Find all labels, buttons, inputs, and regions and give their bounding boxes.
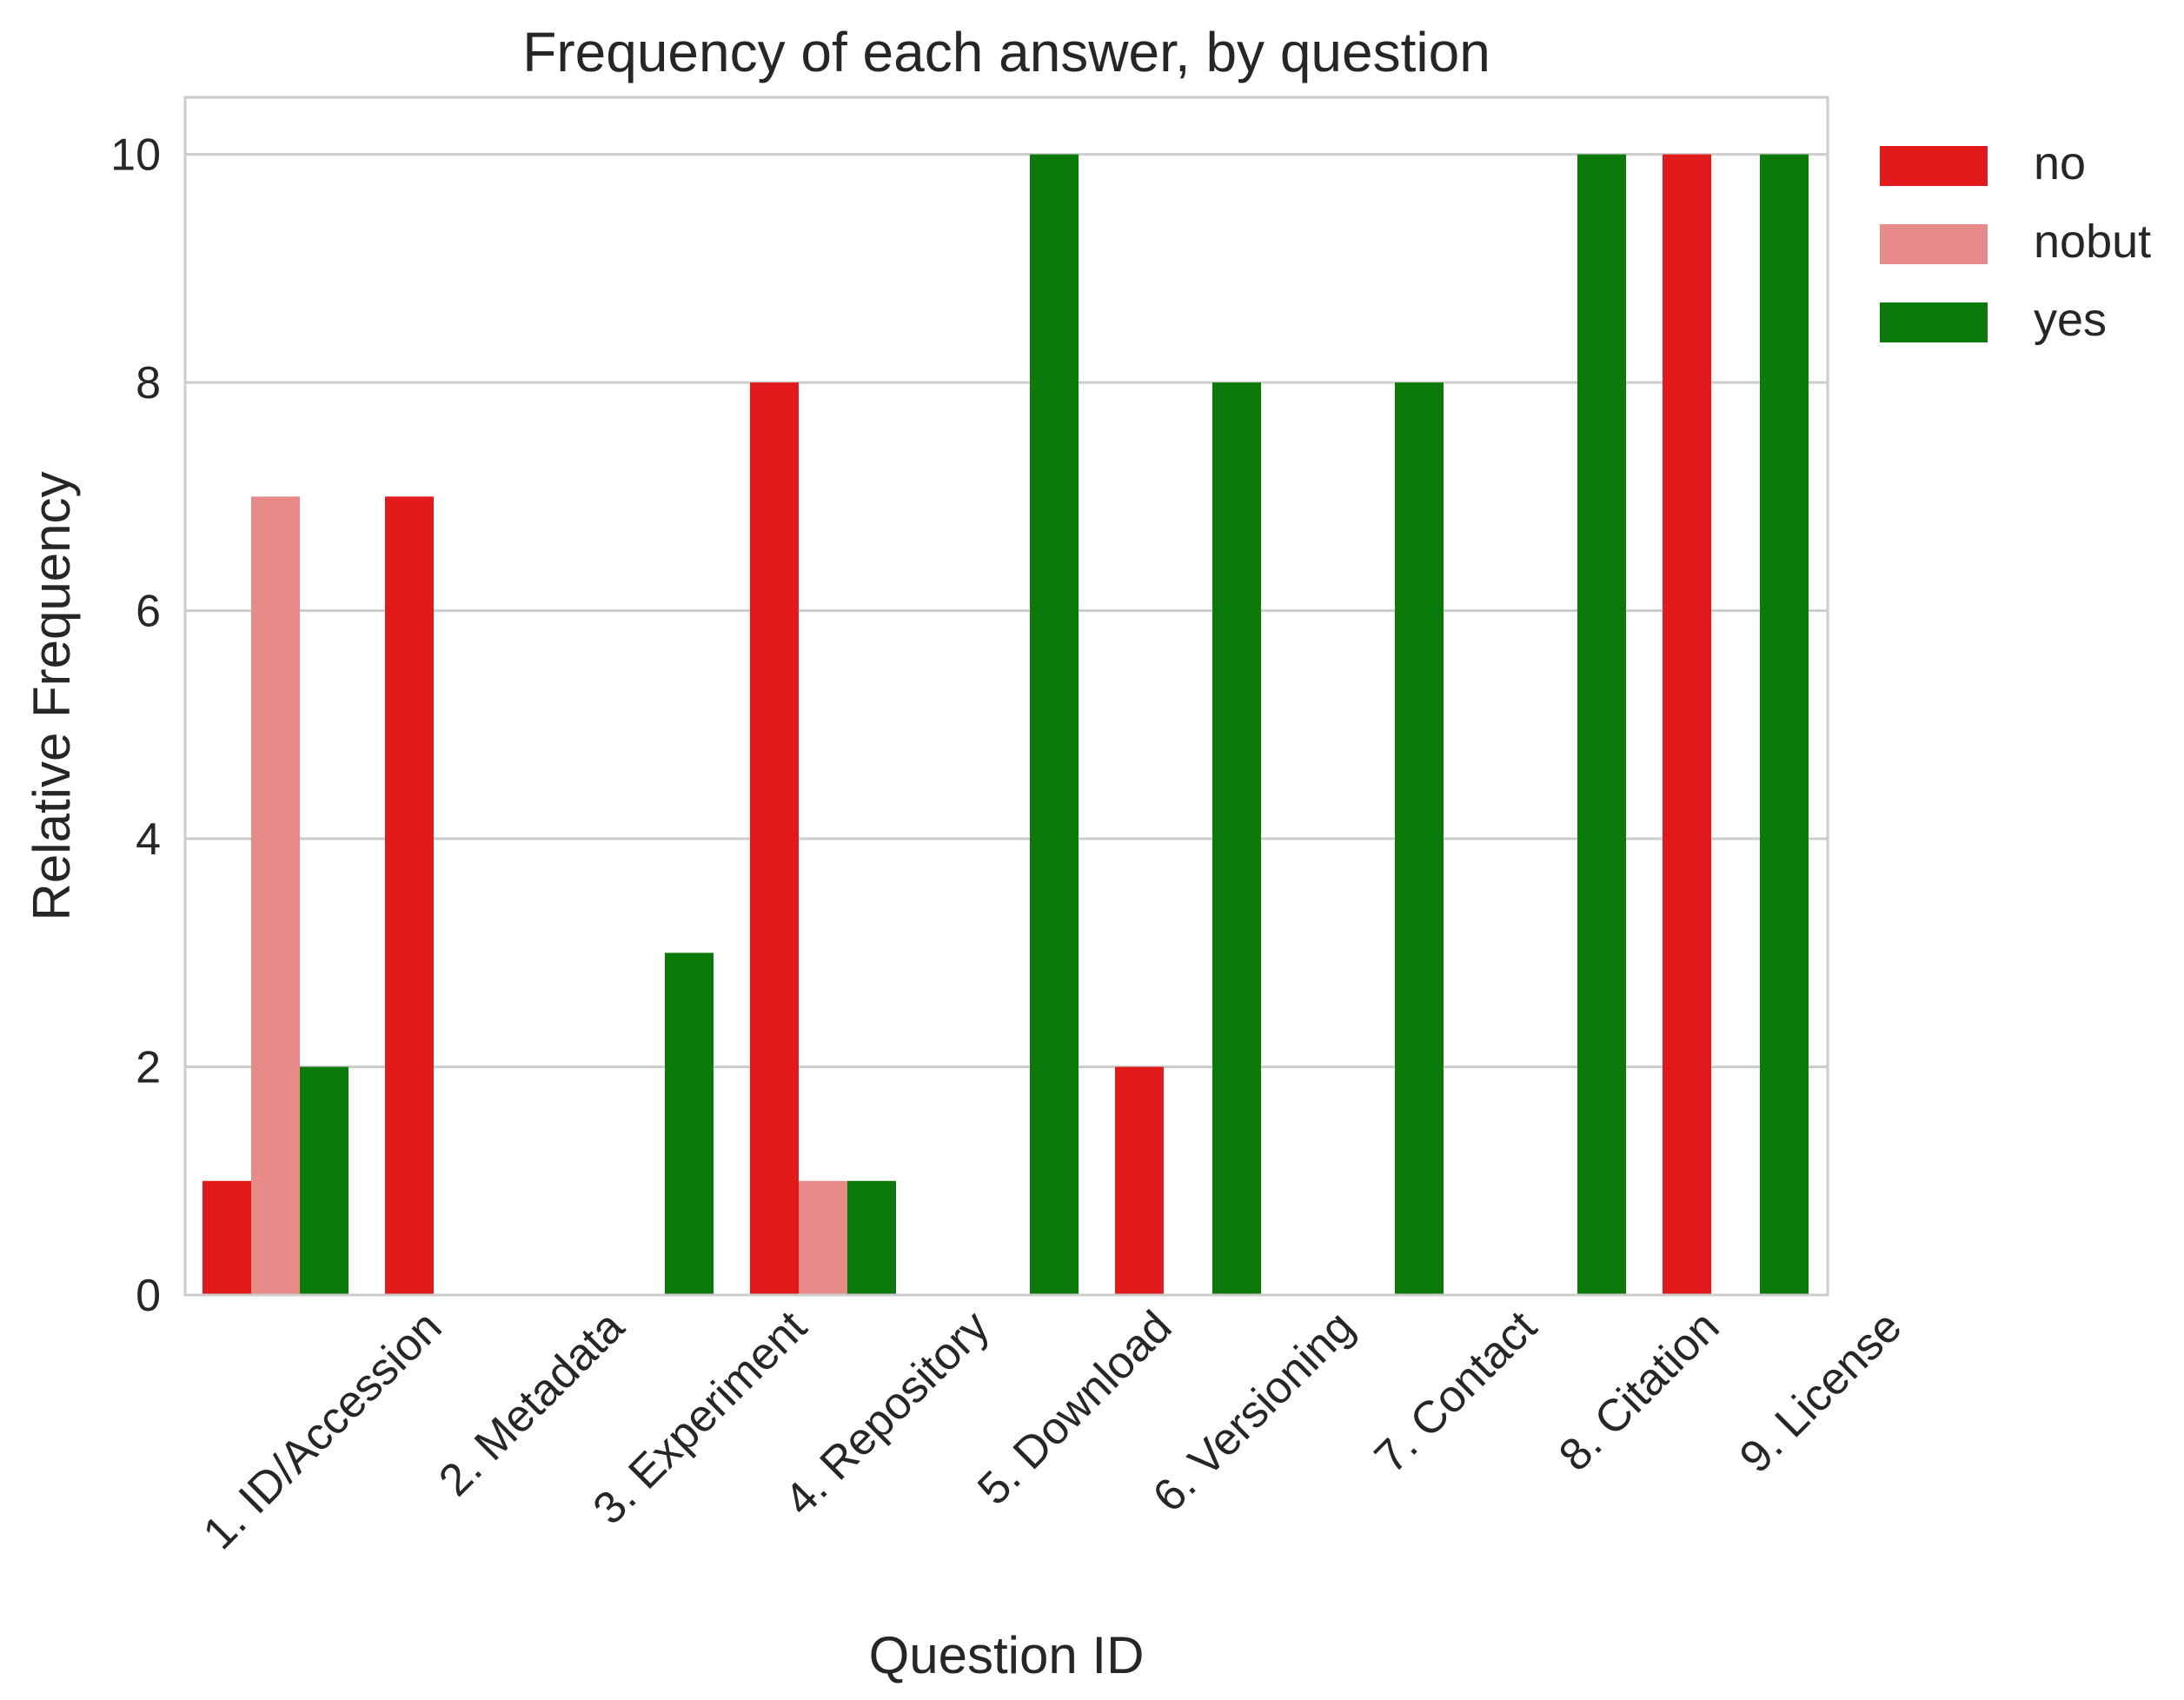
plot-frame xyxy=(183,96,1829,1297)
x-axis-label: Question ID xyxy=(869,1626,1145,1684)
bar-yes-9 xyxy=(1760,154,1809,1296)
y-tick-labels: 0 2 4 6 8 10 xyxy=(110,130,161,1321)
legend-label-nobut: nobut xyxy=(2034,216,2151,268)
bar-no-2 xyxy=(385,496,434,1295)
bar-nobut-1 xyxy=(251,496,300,1295)
legend-swatch-no xyxy=(1880,146,1988,186)
bar-no-6 xyxy=(1115,1066,1164,1295)
bar-no-4 xyxy=(750,382,799,1296)
y-axis-label: Relative Frequency xyxy=(23,472,81,921)
bar-yes-3 xyxy=(665,953,714,1295)
bar-yes-5 xyxy=(1030,154,1079,1296)
legend: no nobut yes xyxy=(1880,137,2151,346)
legend-label-yes: yes xyxy=(2034,294,2107,346)
legend-label-no: no xyxy=(2034,137,2086,189)
bars xyxy=(202,154,1809,1296)
bar-yes-1 xyxy=(300,1066,349,1295)
bar-yes-4 xyxy=(847,1180,896,1295)
y-tick-label: 6 xyxy=(136,587,161,637)
bar-no-1 xyxy=(202,1180,251,1295)
y-tick-label: 10 xyxy=(110,130,161,181)
legend-swatch-yes xyxy=(1880,302,1988,342)
legend-swatch-nobut xyxy=(1880,224,1988,264)
bar-yes-8 xyxy=(1577,154,1626,1296)
bar-nobut-4 xyxy=(799,1180,847,1295)
bar-no-9 xyxy=(1663,154,1711,1296)
bar-yes-6 xyxy=(1212,382,1261,1296)
chart-title: Frequency of each answer, by question xyxy=(522,21,1490,83)
y-tick-label: 2 xyxy=(136,1043,161,1093)
y-tick-label: 8 xyxy=(136,358,161,408)
y-tick-label: 4 xyxy=(136,814,161,865)
y-tick-label: 0 xyxy=(136,1271,161,1321)
bar-yes-7 xyxy=(1395,382,1444,1296)
